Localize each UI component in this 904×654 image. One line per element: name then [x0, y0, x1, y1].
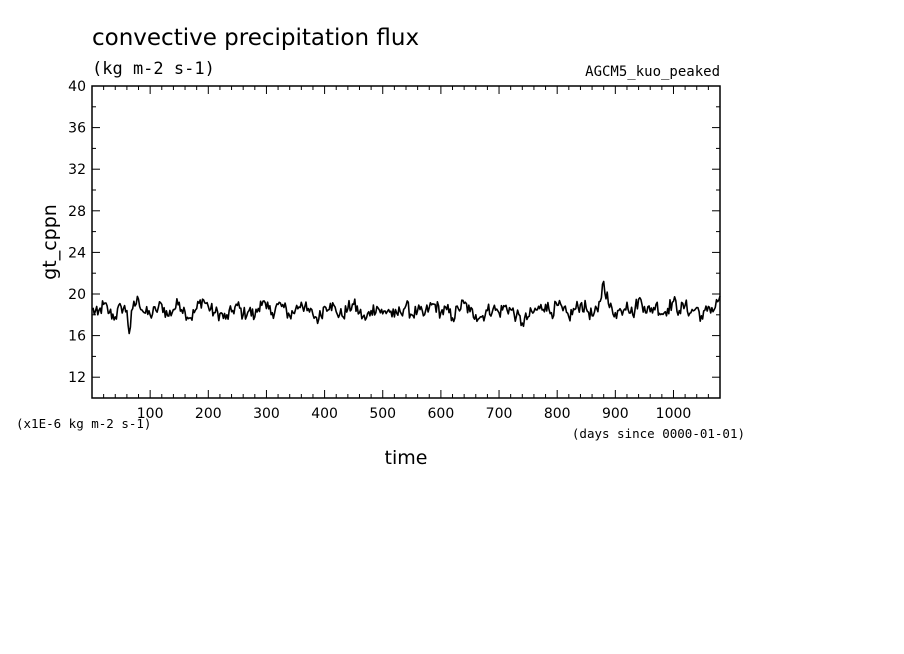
- x-axis-label: time: [385, 447, 428, 469]
- y-tick-label: 12: [68, 370, 86, 386]
- x-tick-label: 100: [137, 406, 164, 422]
- series-layer: [91, 280, 721, 335]
- plot-frame: [91, 85, 721, 399]
- y-scale-label: (x1E-6 kg m-2 s-1): [16, 416, 151, 431]
- x-tick-label: 700: [486, 406, 513, 422]
- y-tick-label: 20: [68, 287, 86, 303]
- y-tick-label: 24: [68, 245, 86, 261]
- chart-title: convective precipitation flux: [92, 25, 419, 51]
- axis-ticks: 12 16 20 24 28 32 36 40 100 200 300 400 500 600 700 800…: [68, 79, 720, 422]
- x-tick-label: 500: [369, 406, 396, 422]
- x-tick-label: 300: [253, 406, 280, 422]
- x-tick-label: 600: [428, 406, 455, 422]
- y-axis-label: gt_cppn: [39, 204, 61, 280]
- dataset-label: AGCM5_kuo_peaked: [585, 64, 720, 80]
- x-tick-label: 800: [544, 406, 571, 422]
- units-label: (kg m-2 s-1): [92, 59, 215, 79]
- x-tick-label: 1000: [656, 406, 692, 422]
- y-tick-label: 16: [68, 329, 86, 345]
- series-line: [91, 280, 721, 335]
- y-tick-label: 36: [68, 121, 86, 137]
- x-tick-label: 400: [311, 406, 338, 422]
- y-tick-label: 40: [68, 79, 86, 95]
- y-tick-label: 28: [68, 204, 86, 220]
- y-tick-label: 32: [68, 162, 86, 178]
- x-tick-label: 200: [195, 406, 222, 422]
- x-units-label: (days since 0000-01-01): [572, 426, 745, 441]
- x-tick-label: 900: [602, 406, 629, 422]
